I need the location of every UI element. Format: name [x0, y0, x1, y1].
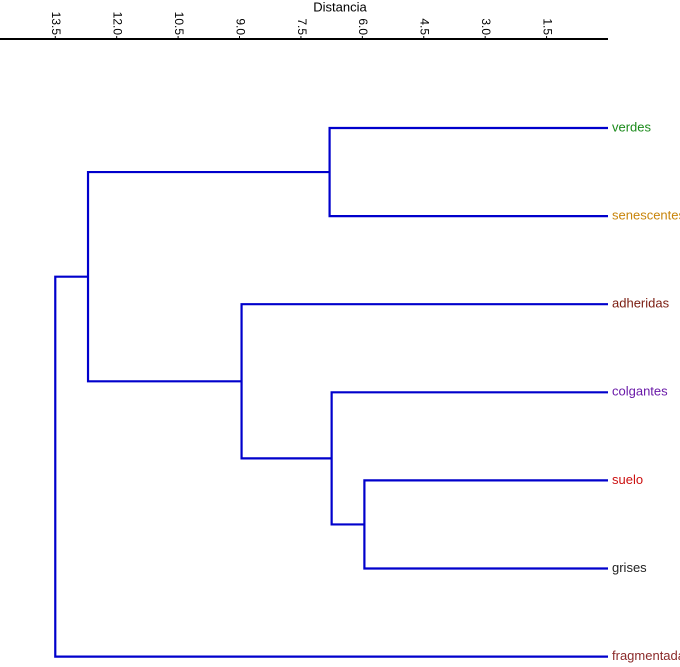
leaf-label: senescentes	[612, 208, 680, 223]
x-tick-label: 6.0	[356, 18, 370, 35]
x-tick-label: 12.0	[111, 12, 125, 36]
x-tick-label: 7.5	[295, 18, 309, 35]
leaf-label: grises	[612, 560, 647, 575]
x-tick-label: 3.0	[479, 18, 493, 35]
merge-link	[328, 126, 608, 218]
leaf-label: suelo	[612, 472, 643, 487]
leaf-label: adheridas	[612, 296, 670, 311]
merge-link	[363, 479, 608, 570]
axis-title: Distancia	[313, 0, 367, 14]
x-tick-label: 1.5	[540, 18, 554, 35]
merge-link	[86, 170, 330, 383]
leaf-label: colgantes	[612, 384, 668, 399]
merge-link	[330, 391, 608, 526]
merge-link	[240, 303, 608, 460]
x-tick-label: 9.0	[233, 18, 247, 35]
leaf-label: fragmentadas	[612, 648, 680, 663]
x-tick-label: 13.5	[49, 12, 63, 36]
x-tick-label: 4.5	[418, 18, 432, 35]
merge-link	[54, 275, 608, 658]
leaf-label: verdes	[612, 119, 652, 134]
x-tick-label: 10.5	[172, 12, 186, 36]
